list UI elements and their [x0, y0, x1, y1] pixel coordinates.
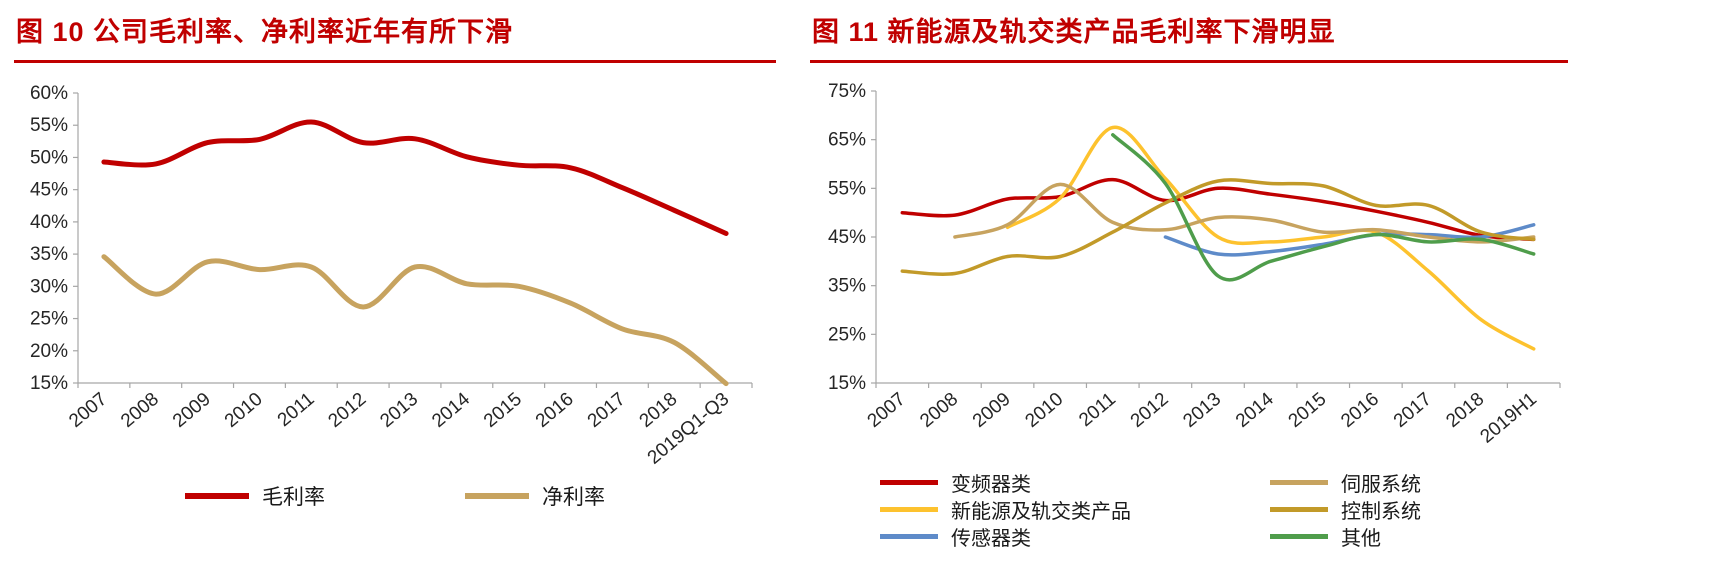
- figure-10-title: 图 10 公司毛利率、净利率近年有所下滑: [16, 17, 514, 47]
- legend-swatch-毛利率: [185, 493, 249, 499]
- y-tick-label: 15%: [30, 373, 68, 394]
- legend-item-净利率: 净利率: [465, 481, 605, 511]
- legend-label-伺服系统: 伺服系统: [1341, 474, 1421, 496]
- x-tick-label: 2008: [117, 389, 163, 432]
- y-tick-label: 25%: [30, 309, 68, 330]
- legend-item-伺服系统: 伺服系统: [1270, 469, 1568, 496]
- figure-11-title-rule: [810, 60, 1568, 63]
- y-tick-label: 55%: [828, 178, 866, 199]
- axis-labels: 15%25%35%45%55%65%75%2007 2008 2009 2010 201…: [828, 81, 1541, 448]
- x-tick-label: 2017: [1390, 389, 1436, 432]
- x-tick-label: 2007: [864, 389, 910, 432]
- x-tick-label: 2012: [324, 389, 370, 432]
- legend-item-其他: 其他: [1270, 523, 1568, 550]
- legend-label-控制系统: 控制系统: [1341, 501, 1421, 523]
- series-line-新能源及轨交类产品: [1005, 125, 1536, 351]
- x-tick-label: 2016: [532, 389, 578, 432]
- legend-label-传感器类: 传感器类: [951, 528, 1031, 550]
- y-tick-label: 45%: [828, 227, 866, 248]
- y-tick-label: 60%: [30, 83, 68, 104]
- x-tick-label: 2015: [480, 389, 526, 432]
- y-tick-label: 55%: [30, 115, 68, 136]
- figure-10-line-chart: 15%20%25%30%35%40%45%50%55%60%2007 2008 20…: [30, 83, 753, 469]
- x-tick-label: 2008: [916, 389, 962, 432]
- y-tick-label: 15%: [828, 373, 866, 394]
- axes: [871, 90, 1561, 388]
- legend-swatch-控制系统: [1270, 507, 1328, 512]
- x-tick-label: 2017: [584, 389, 630, 432]
- legend-swatch-变频器类: [880, 480, 938, 485]
- x-tick-label: 2018: [1442, 389, 1488, 432]
- y-tick-label: 20%: [30, 341, 68, 362]
- x-tick-label: 2007: [65, 389, 111, 432]
- figure-11-legend: 变频器类新能源及轨交类产品 传感器类 伺服系统控制系统其他: [880, 469, 1568, 550]
- series-line-控制系统: [900, 178, 1536, 276]
- y-tick-label: 35%: [30, 244, 68, 265]
- x-tick-label: 2009: [969, 389, 1015, 432]
- x-tick-label: 2013: [376, 389, 422, 432]
- y-tick-label: 35%: [828, 276, 866, 297]
- report-figures-row: 图 10 公司毛利率、净利率近年有所下滑 15% 20% 25% 30% 35% 40% 4…: [14, 10, 1568, 550]
- y-tick-label: 75%: [828, 81, 866, 102]
- x-tick-label: 2012: [1127, 389, 1173, 432]
- x-tick-label: 2010: [221, 389, 267, 432]
- x-tick-label: 2013: [1179, 389, 1225, 432]
- y-tick-label: 50%: [30, 147, 68, 168]
- legend-item-毛利率: 毛利率: [185, 481, 325, 511]
- figure-11-panel: 图 11 新能源及轨交类产品毛利率下滑明显 15% 25% 35% 45% 55% 65%…: [810, 10, 1568, 550]
- x-tick-label: 2014: [428, 388, 474, 432]
- y-tick-label: 65%: [828, 130, 866, 151]
- figure-10-title-rule: [14, 60, 776, 63]
- legend-label-毛利率: 毛利率: [262, 486, 325, 509]
- legend-swatch-其他: [1270, 534, 1328, 539]
- x-tick-label: 2014: [1232, 388, 1278, 432]
- x-tick-label: 2009: [169, 389, 215, 432]
- axes: [73, 92, 753, 388]
- x-tick-label: 2019H1: [1476, 389, 1540, 448]
- figure-10-panel: 图 10 公司毛利率、净利率近年有所下滑 15% 20% 25% 30% 35% 40% 4…: [14, 10, 776, 550]
- legend-label-新能源及轨交类产品: 新能源及轨交类产品: [951, 501, 1131, 523]
- legend-item-变频器类: 变频器类: [880, 469, 1270, 496]
- series-line-其他: [1111, 133, 1536, 282]
- x-tick-label: 2011: [274, 389, 319, 431]
- legend-item-传感器类: 传感器类: [880, 523, 1270, 550]
- x-tick-label: 2016: [1337, 389, 1383, 432]
- x-tick-label: 2011: [1075, 389, 1120, 431]
- figure-11-title: 图 11 新能源及轨交类产品毛利率下滑明显: [812, 17, 1336, 47]
- legend-item-新能源及轨交类产品: 新能源及轨交类产品: [880, 496, 1270, 523]
- legend-swatch-伺服系统: [1270, 480, 1328, 485]
- x-tick-label: 2015: [1285, 389, 1331, 432]
- figure-11-line-chart: 15%25%35%45%55%65%75%2007 2008 2009 2010 201…: [828, 81, 1561, 448]
- legend-item-控制系统: 控制系统: [1270, 496, 1568, 523]
- legend-label-净利率: 净利率: [542, 486, 605, 509]
- x-tick-label: 2010: [1021, 389, 1067, 432]
- legend-swatch-传感器类: [880, 534, 938, 539]
- series-line-变频器类: [900, 177, 1536, 242]
- series-line-毛利率: [101, 119, 729, 236]
- legend-label-其他: 其他: [1341, 528, 1381, 550]
- series-line-净利率: [101, 254, 729, 387]
- legend-swatch-净利率: [465, 493, 529, 499]
- figure-10-legend: 毛利率 净利率: [14, 481, 776, 511]
- y-tick-label: 25%: [828, 324, 866, 345]
- legend-swatch-新能源及轨交类产品: [880, 507, 938, 512]
- series-line-伺服系统: [953, 182, 1536, 244]
- y-tick-label: 30%: [30, 276, 68, 297]
- legend-label-变频器类: 变频器类: [951, 474, 1031, 496]
- y-tick-label: 40%: [30, 212, 68, 233]
- y-tick-label: 45%: [30, 180, 68, 201]
